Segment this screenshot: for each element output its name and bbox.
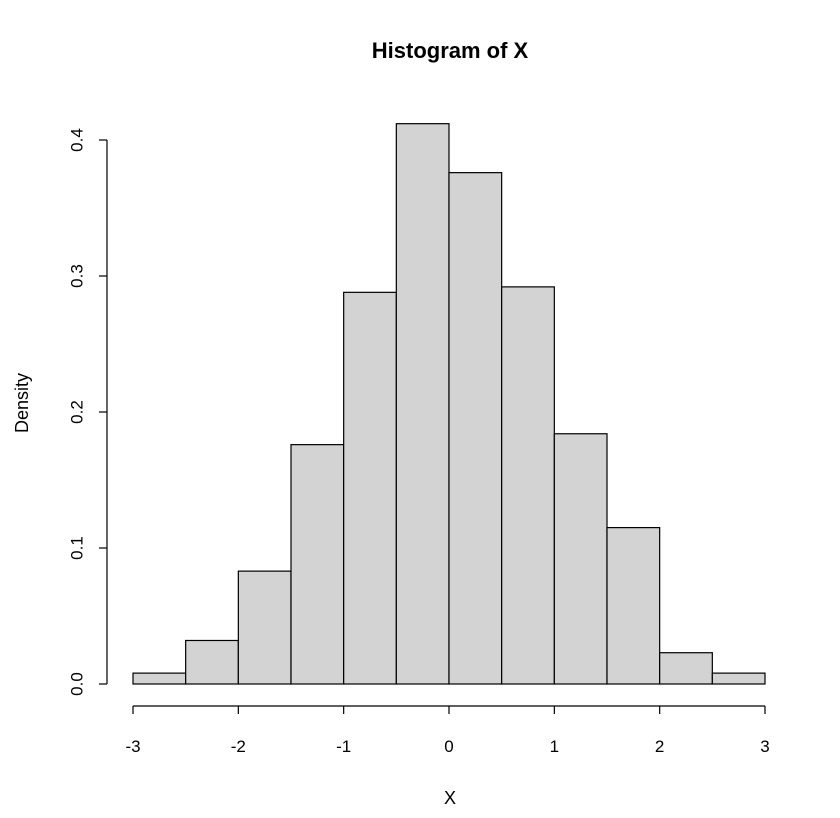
x-tick-label: -3 [125, 737, 140, 756]
histogram-bar [606, 526, 661, 685]
histogram-bar [185, 639, 239, 685]
x-tick-label: 2 [655, 737, 664, 756]
y-tick-label: 0.0 [68, 672, 87, 696]
y-tick-label: 0.3 [68, 264, 87, 288]
histogram-bar [501, 286, 555, 685]
histogram-bar [395, 123, 450, 685]
y-tick-label: 0.1 [68, 536, 87, 560]
chart-title: Histogram of X [372, 38, 529, 63]
histogram-bar [237, 570, 292, 685]
y-axis: 0.0 0.1 0.2 0.3 0.4 [68, 128, 107, 696]
histogram-bar [132, 672, 187, 685]
y-tick-label: 0.2 [68, 400, 87, 424]
y-axis-label: Density [12, 373, 32, 433]
y-tick-label: 0.4 [68, 128, 87, 152]
x-tick-label: 1 [550, 737, 559, 756]
x-tick-label: -2 [231, 737, 246, 756]
x-axis-label: X [444, 788, 456, 808]
histogram-bar [448, 172, 503, 685]
histogram-bar [553, 433, 608, 685]
histogram-bar [290, 444, 345, 685]
histogram-bar [711, 672, 766, 685]
x-tick-label: -1 [336, 737, 351, 756]
histogram-bar [659, 652, 713, 685]
histogram-bar [343, 291, 397, 685]
x-tick-label: 0 [444, 737, 453, 756]
x-tick-label: 3 [760, 737, 769, 756]
bars-group [132, 123, 766, 685]
x-axis: -3 -2 -1 0 1 2 3 [125, 706, 770, 756]
